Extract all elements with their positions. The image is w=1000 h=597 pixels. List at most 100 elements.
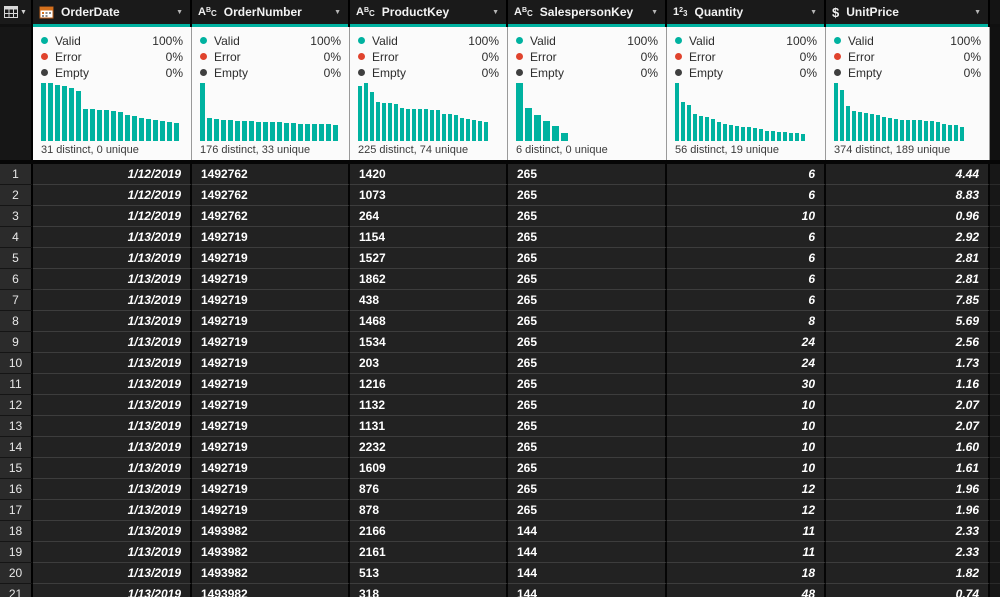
cell-productkey[interactable]: 1132: [350, 395, 508, 416]
cell-orderdate[interactable]: 1/13/2019: [33, 416, 192, 437]
cell-unitprice[interactable]: 2.33: [826, 521, 990, 542]
filter-dropdown-icon[interactable]: ▼: [974, 8, 981, 16]
cell-unitprice[interactable]: 2.33: [826, 542, 990, 563]
cell-orderdate[interactable]: 1/13/2019: [33, 374, 192, 395]
column-header-orderdate[interactable]: OrderDate ▼: [33, 0, 192, 24]
row-number[interactable]: 11: [0, 374, 33, 395]
cell-salespersonkey[interactable]: 265: [508, 353, 667, 374]
cell-productkey[interactable]: 438: [350, 290, 508, 311]
column-header-salespersonkey[interactable]: A B C SalespersonKey ▼: [508, 0, 667, 24]
column-header-productkey[interactable]: A B C ProductKey ▼: [350, 0, 508, 24]
column-header-quantity[interactable]: 1 2 3 Quantity ▼: [667, 0, 826, 24]
row-number[interactable]: 2: [0, 185, 33, 206]
cell-quantity[interactable]: 6: [667, 227, 826, 248]
cell-ordernumber[interactable]: 1492719: [192, 395, 350, 416]
cell-salespersonkey[interactable]: 144: [508, 521, 667, 542]
cell-orderdate[interactable]: 1/13/2019: [33, 479, 192, 500]
cell-salespersonkey[interactable]: 265: [508, 500, 667, 521]
cell-ordernumber[interactable]: 1492719: [192, 311, 350, 332]
cell-salespersonkey[interactable]: 265: [508, 458, 667, 479]
cell-ordernumber[interactable]: 1492719: [192, 290, 350, 311]
column-header-unitprice[interactable]: $ UnitPrice ▼: [826, 0, 990, 24]
cell-unitprice[interactable]: 7.85: [826, 290, 990, 311]
row-number[interactable]: 16: [0, 479, 33, 500]
table-menu-button[interactable]: ▼: [0, 0, 33, 24]
row-number[interactable]: 14: [0, 437, 33, 458]
cell-unitprice[interactable]: 2.07: [826, 395, 990, 416]
cell-ordernumber[interactable]: 1492719: [192, 269, 350, 290]
row-number[interactable]: 4: [0, 227, 33, 248]
cell-quantity[interactable]: 12: [667, 479, 826, 500]
cell-orderdate[interactable]: 1/13/2019: [33, 563, 192, 584]
cell-orderdate[interactable]: 1/13/2019: [33, 227, 192, 248]
row-number[interactable]: 7: [0, 290, 33, 311]
cell-unitprice[interactable]: 4.44: [826, 164, 990, 185]
row-number[interactable]: 13: [0, 416, 33, 437]
cell-unitprice[interactable]: 8.83: [826, 185, 990, 206]
cell-ordernumber[interactable]: 1492719: [192, 500, 350, 521]
cell-orderdate[interactable]: 1/13/2019: [33, 248, 192, 269]
cell-salespersonkey[interactable]: 265: [508, 248, 667, 269]
cell-orderdate[interactable]: 1/12/2019: [33, 206, 192, 227]
cell-ordernumber[interactable]: 1493982: [192, 521, 350, 542]
cell-ordernumber[interactable]: 1492719: [192, 353, 350, 374]
cell-unitprice[interactable]: 1.16: [826, 374, 990, 395]
cell-salespersonkey[interactable]: 265: [508, 311, 667, 332]
cell-salespersonkey[interactable]: 265: [508, 374, 667, 395]
cell-unitprice[interactable]: 1.60: [826, 437, 990, 458]
cell-ordernumber[interactable]: 1492719: [192, 437, 350, 458]
cell-quantity[interactable]: 11: [667, 521, 826, 542]
cell-salespersonkey[interactable]: 265: [508, 227, 667, 248]
cell-quantity[interactable]: 24: [667, 353, 826, 374]
cell-productkey[interactable]: 1862: [350, 269, 508, 290]
cell-orderdate[interactable]: 1/13/2019: [33, 521, 192, 542]
cell-productkey[interactable]: 2161: [350, 542, 508, 563]
cell-ordernumber[interactable]: 1492719: [192, 479, 350, 500]
cell-salespersonkey[interactable]: 265: [508, 479, 667, 500]
cell-quantity[interactable]: 6: [667, 248, 826, 269]
cell-unitprice[interactable]: 1.96: [826, 500, 990, 521]
cell-productkey[interactable]: 318: [350, 584, 508, 597]
cell-salespersonkey[interactable]: 265: [508, 206, 667, 227]
cell-productkey[interactable]: 1073: [350, 185, 508, 206]
cell-salespersonkey[interactable]: 265: [508, 185, 667, 206]
cell-salespersonkey[interactable]: 265: [508, 269, 667, 290]
cell-quantity[interactable]: 6: [667, 164, 826, 185]
cell-unitprice[interactable]: 1.61: [826, 458, 990, 479]
cell-ordernumber[interactable]: 1492719: [192, 416, 350, 437]
row-number[interactable]: 9: [0, 332, 33, 353]
row-number[interactable]: 20: [0, 563, 33, 584]
cell-orderdate[interactable]: 1/13/2019: [33, 290, 192, 311]
cell-quantity[interactable]: 11: [667, 542, 826, 563]
cell-unitprice[interactable]: 2.92: [826, 227, 990, 248]
cell-quantity[interactable]: 48: [667, 584, 826, 597]
filter-dropdown-icon[interactable]: ▼: [810, 8, 817, 16]
cell-ordernumber[interactable]: 1492719: [192, 332, 350, 353]
cell-quantity[interactable]: 10: [667, 437, 826, 458]
filter-dropdown-icon[interactable]: ▼: [492, 8, 499, 16]
cell-unitprice[interactable]: 2.07: [826, 416, 990, 437]
row-number[interactable]: 3: [0, 206, 33, 227]
cell-unitprice[interactable]: 2.56: [826, 332, 990, 353]
cell-quantity[interactable]: 24: [667, 332, 826, 353]
cell-orderdate[interactable]: 1/13/2019: [33, 332, 192, 353]
cell-ordernumber[interactable]: 1492719: [192, 227, 350, 248]
cell-productkey[interactable]: 1609: [350, 458, 508, 479]
cell-orderdate[interactable]: 1/12/2019: [33, 164, 192, 185]
cell-orderdate[interactable]: 1/13/2019: [33, 500, 192, 521]
cell-ordernumber[interactable]: 1492762: [192, 164, 350, 185]
filter-dropdown-icon[interactable]: ▼: [334, 8, 341, 16]
row-number[interactable]: 10: [0, 353, 33, 374]
cell-salespersonkey[interactable]: 144: [508, 563, 667, 584]
cell-ordernumber[interactable]: 1493982: [192, 584, 350, 597]
cell-orderdate[interactable]: 1/13/2019: [33, 542, 192, 563]
cell-productkey[interactable]: 1154: [350, 227, 508, 248]
cell-salespersonkey[interactable]: 144: [508, 542, 667, 563]
cell-orderdate[interactable]: 1/13/2019: [33, 458, 192, 479]
cell-ordernumber[interactable]: 1492719: [192, 374, 350, 395]
cell-salespersonkey[interactable]: 144: [508, 584, 667, 597]
cell-productkey[interactable]: 1420: [350, 164, 508, 185]
cell-unitprice[interactable]: 0.74: [826, 584, 990, 597]
cell-productkey[interactable]: 1131: [350, 416, 508, 437]
row-number[interactable]: 5: [0, 248, 33, 269]
